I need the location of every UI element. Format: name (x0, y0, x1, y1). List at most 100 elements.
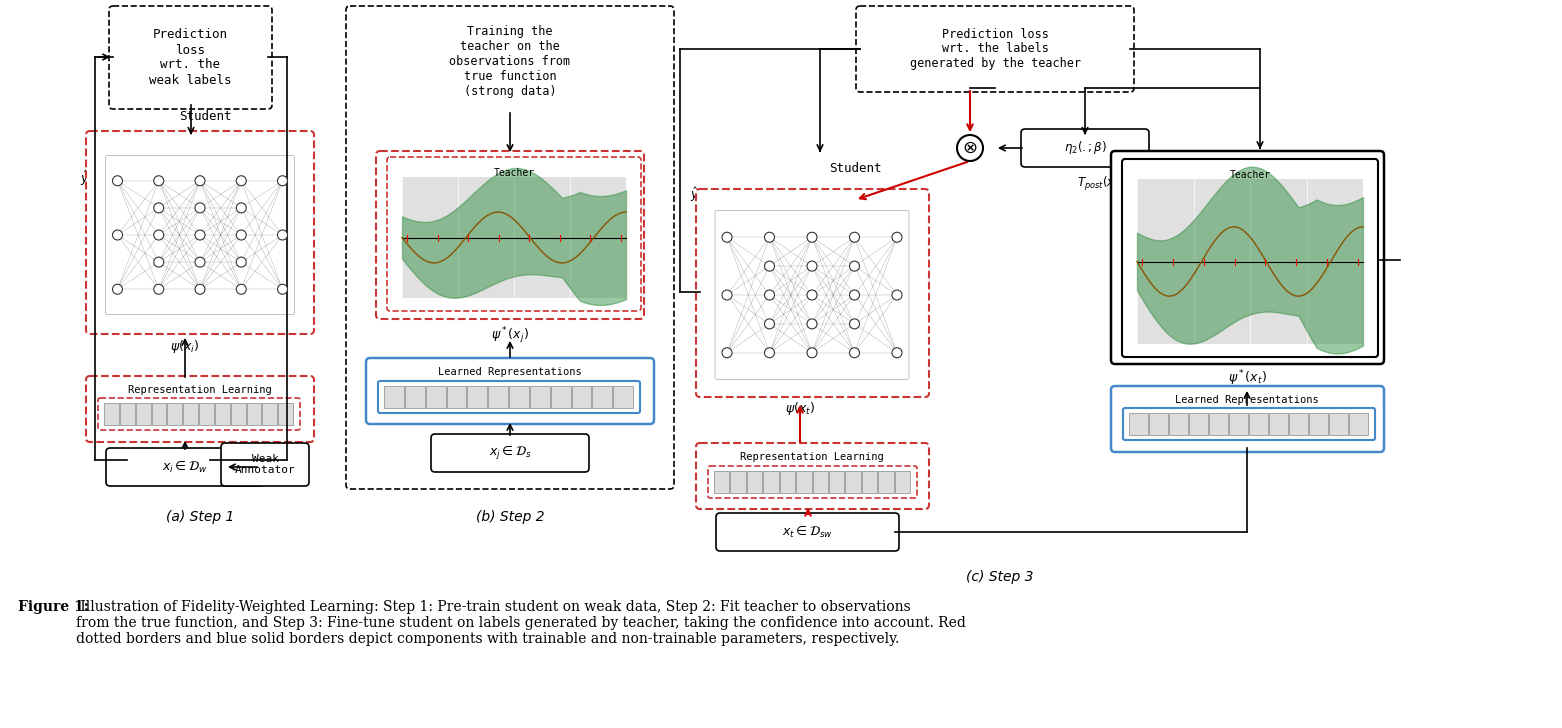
FancyBboxPatch shape (715, 513, 900, 551)
Text: Prediction loss
wrt. the labels
generated by the teacher: Prediction loss wrt. the labels generate… (909, 28, 1081, 71)
Circle shape (153, 203, 164, 213)
Bar (405, 386, 425, 408)
Circle shape (112, 230, 122, 240)
Bar (247, 403, 261, 425)
Bar (1229, 413, 1248, 435)
Bar (530, 386, 550, 408)
Bar (183, 403, 198, 425)
Circle shape (892, 290, 901, 300)
FancyBboxPatch shape (1123, 408, 1375, 440)
Bar (878, 471, 893, 493)
Text: $\bar{y}_t \in \mathcal{D}_{sw}$: $\bar{y}_t \in \mathcal{D}_{sw}$ (1270, 155, 1318, 171)
Bar (152, 403, 166, 425)
Circle shape (278, 175, 287, 186)
Bar (167, 403, 183, 425)
FancyBboxPatch shape (109, 6, 272, 109)
Text: $T_{post}(x_t)$: $T_{post}(x_t)$ (1076, 175, 1123, 193)
Bar (136, 403, 150, 425)
Bar (401, 177, 626, 298)
FancyBboxPatch shape (220, 443, 309, 486)
Bar (120, 403, 134, 425)
Text: Prediction
loss
wrt. the
weak labels: Prediction loss wrt. the weak labels (150, 28, 231, 87)
Bar (614, 386, 633, 408)
Circle shape (195, 203, 205, 213)
Circle shape (236, 257, 247, 267)
Circle shape (153, 257, 164, 267)
Text: $x_i \in \mathcal{D}_w$: $x_i \in \mathcal{D}_w$ (162, 459, 208, 475)
Text: $\hat{y}_t \in \mathcal{D}_{sw}$: $\hat{y}_t \in \mathcal{D}_{sw}$ (690, 186, 739, 205)
FancyBboxPatch shape (376, 151, 644, 319)
FancyBboxPatch shape (86, 376, 314, 442)
Text: $x_t \in \mathcal{D}_{sw}$: $x_t \in \mathcal{D}_{sw}$ (783, 524, 833, 540)
Bar (572, 386, 592, 408)
Text: Teacher: Teacher (494, 168, 534, 178)
Bar (812, 471, 828, 493)
Bar (1209, 413, 1228, 435)
Text: Learned Representations: Learned Representations (437, 367, 583, 377)
Circle shape (808, 319, 817, 329)
Circle shape (764, 290, 775, 300)
Bar (747, 471, 762, 493)
FancyBboxPatch shape (431, 434, 589, 472)
Circle shape (808, 348, 817, 357)
Text: Student: Student (178, 110, 231, 123)
Bar (1268, 413, 1289, 435)
Circle shape (850, 261, 859, 271)
FancyBboxPatch shape (1111, 386, 1384, 452)
Bar (1129, 413, 1148, 435)
Text: $x_j \in \mathcal{D}_s$: $x_j \in \mathcal{D}_s$ (489, 444, 531, 462)
Text: (c) Step 3: (c) Step 3 (967, 570, 1034, 584)
Circle shape (892, 232, 901, 242)
FancyBboxPatch shape (1122, 159, 1378, 357)
Bar (509, 386, 530, 408)
Text: $\eta_2(.;\beta)$: $\eta_2(.;\beta)$ (1064, 140, 1106, 157)
Bar (1150, 413, 1168, 435)
Bar (1309, 413, 1328, 435)
Circle shape (764, 348, 775, 357)
Bar (231, 403, 245, 425)
Circle shape (112, 284, 122, 294)
Bar (426, 386, 445, 408)
Bar (551, 386, 570, 408)
Bar (1168, 413, 1189, 435)
Text: Student: Student (829, 162, 881, 175)
Circle shape (808, 232, 817, 242)
Bar (278, 403, 294, 425)
Circle shape (850, 232, 859, 242)
Circle shape (195, 230, 205, 240)
Circle shape (764, 319, 775, 329)
Circle shape (195, 175, 205, 186)
Bar (714, 471, 729, 493)
Circle shape (236, 203, 247, 213)
Bar (1289, 413, 1307, 435)
Circle shape (195, 257, 205, 267)
FancyBboxPatch shape (708, 466, 917, 498)
Bar (1250, 413, 1268, 435)
Circle shape (722, 348, 733, 357)
Circle shape (764, 232, 775, 242)
Bar (764, 471, 779, 493)
FancyBboxPatch shape (1111, 151, 1384, 364)
Text: Weak
Annotator: Weak Annotator (234, 454, 295, 475)
Circle shape (808, 261, 817, 271)
Circle shape (112, 175, 122, 186)
Circle shape (850, 348, 859, 357)
Bar (1137, 179, 1364, 344)
FancyBboxPatch shape (86, 131, 314, 334)
Bar (447, 386, 467, 408)
Bar (198, 403, 214, 425)
FancyBboxPatch shape (378, 381, 640, 413)
Circle shape (722, 290, 733, 300)
Circle shape (153, 175, 164, 186)
Circle shape (236, 284, 247, 294)
Text: (a) Step 1: (a) Step 1 (166, 510, 234, 524)
Text: $\psi^*(x_t)$: $\psi^*(x_t)$ (1228, 368, 1267, 387)
Circle shape (153, 284, 164, 294)
Bar (862, 471, 878, 493)
Text: Representation Learning: Representation Learning (128, 385, 272, 395)
Text: ⊗: ⊗ (962, 139, 978, 157)
Bar (105, 403, 119, 425)
Circle shape (958, 135, 982, 161)
Bar (797, 471, 812, 493)
Bar (731, 471, 745, 493)
